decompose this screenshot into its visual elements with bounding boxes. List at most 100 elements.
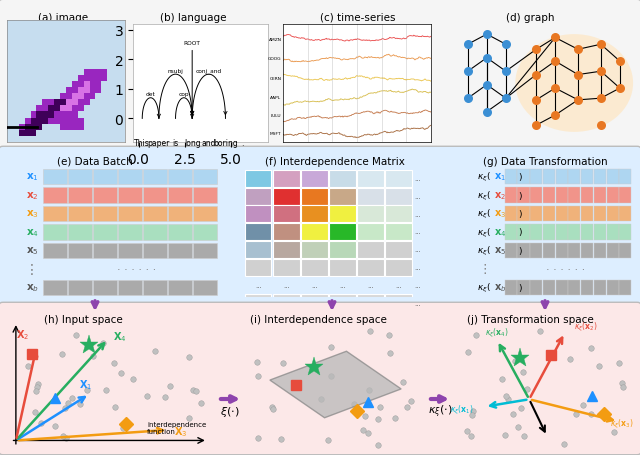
Text: $\mathbf{X}_3$: $\mathbf{X}_3$ <box>173 424 187 438</box>
Text: $\kappa_\xi($: $\kappa_\xi($ <box>477 226 491 239</box>
Text: $\kappa_\xi(\mathbf{x}_3)$: $\kappa_\xi(\mathbf{x}_3)$ <box>610 417 634 430</box>
Bar <box>543 170 555 185</box>
Text: ...: ... <box>414 247 420 253</box>
Point <box>463 349 474 356</box>
Point <box>358 426 368 433</box>
Bar <box>301 259 328 276</box>
Point <box>360 412 370 420</box>
Bar <box>68 243 92 258</box>
Point <box>586 411 596 418</box>
Text: $\mathbf{X}_2$: $\mathbf{X}_2$ <box>16 327 29 341</box>
Text: ...: ... <box>414 176 420 182</box>
Text: ...: ... <box>284 282 290 288</box>
Text: This: This <box>134 138 150 147</box>
Point <box>23 363 33 370</box>
Text: $\mathbf{x}_2$: $\mathbf{x}_2$ <box>26 190 39 202</box>
Bar <box>517 207 529 222</box>
Text: (c) time-series: (c) time-series <box>320 13 396 23</box>
Point <box>516 405 527 412</box>
Bar <box>357 206 384 223</box>
Bar <box>530 207 542 222</box>
Point <box>462 428 472 435</box>
Bar <box>517 170 529 185</box>
Text: conj_and: conj_and <box>196 68 222 74</box>
Bar <box>517 225 529 240</box>
Text: ...: ... <box>396 282 403 288</box>
Bar <box>607 188 619 203</box>
Point <box>616 380 627 387</box>
Bar <box>594 207 606 222</box>
Bar <box>620 225 632 240</box>
Point <box>594 363 604 370</box>
Bar <box>607 280 619 295</box>
Text: ): ) <box>518 247 522 255</box>
Point <box>142 393 152 400</box>
Bar <box>143 188 167 203</box>
Point <box>188 386 198 394</box>
Point <box>497 375 507 383</box>
Point <box>466 432 476 440</box>
Bar <box>118 243 142 258</box>
Bar <box>168 243 192 258</box>
Point <box>571 410 581 417</box>
Point <box>118 424 129 431</box>
Point <box>501 392 511 399</box>
Bar <box>607 207 619 222</box>
Text: (g) Data Transformation: (g) Data Transformation <box>483 157 607 167</box>
Point <box>586 344 596 351</box>
Text: $\kappa_\xi($: $\kappa_\xi($ <box>477 281 491 294</box>
Bar <box>594 225 606 240</box>
Bar <box>357 188 384 205</box>
Bar <box>68 207 92 222</box>
Bar <box>504 225 516 240</box>
Bar <box>68 170 92 185</box>
Text: ...: ... <box>414 229 420 235</box>
Bar <box>118 188 142 203</box>
Bar <box>93 207 117 222</box>
Text: paper: paper <box>148 138 170 147</box>
Bar <box>273 206 300 223</box>
Bar <box>504 170 516 185</box>
Bar <box>273 242 300 258</box>
Text: $\mathbf{x}_5$: $\mathbf{x}_5$ <box>494 245 506 257</box>
Bar <box>543 243 555 258</box>
Point <box>267 403 277 410</box>
Bar <box>556 188 568 203</box>
Bar <box>620 280 632 295</box>
Bar <box>301 224 328 241</box>
Point <box>58 432 68 440</box>
Bar <box>581 243 593 258</box>
Point <box>398 378 408 385</box>
Point <box>184 414 194 421</box>
Point <box>522 386 532 393</box>
Point <box>67 394 77 402</box>
Bar <box>556 280 568 295</box>
Point <box>373 441 383 449</box>
Text: $\mathbf{x}_5$: $\mathbf{x}_5$ <box>26 245 39 257</box>
Point <box>268 405 278 413</box>
Point <box>534 327 545 334</box>
Bar <box>44 243 67 258</box>
Text: GOOG: GOOG <box>268 57 282 61</box>
Bar <box>543 188 555 203</box>
Bar <box>301 170 328 187</box>
Point <box>253 373 263 380</box>
Bar <box>143 280 167 295</box>
Bar <box>68 188 92 203</box>
Text: LULU: LULU <box>271 113 282 117</box>
Bar <box>517 280 529 295</box>
Text: CERN: CERN <box>269 77 282 81</box>
Bar <box>581 225 593 240</box>
Bar <box>504 243 516 258</box>
Bar <box>143 170 167 185</box>
Bar <box>504 207 516 222</box>
Text: $\mathbf{X}_1$: $\mathbf{X}_1$ <box>79 378 92 392</box>
Bar <box>44 225 67 240</box>
Bar <box>93 225 117 240</box>
Text: ): ) <box>518 228 522 237</box>
Bar <box>581 170 593 185</box>
Bar <box>620 243 632 258</box>
Point <box>323 436 333 444</box>
Bar <box>244 295 271 312</box>
Text: ): ) <box>518 210 522 218</box>
